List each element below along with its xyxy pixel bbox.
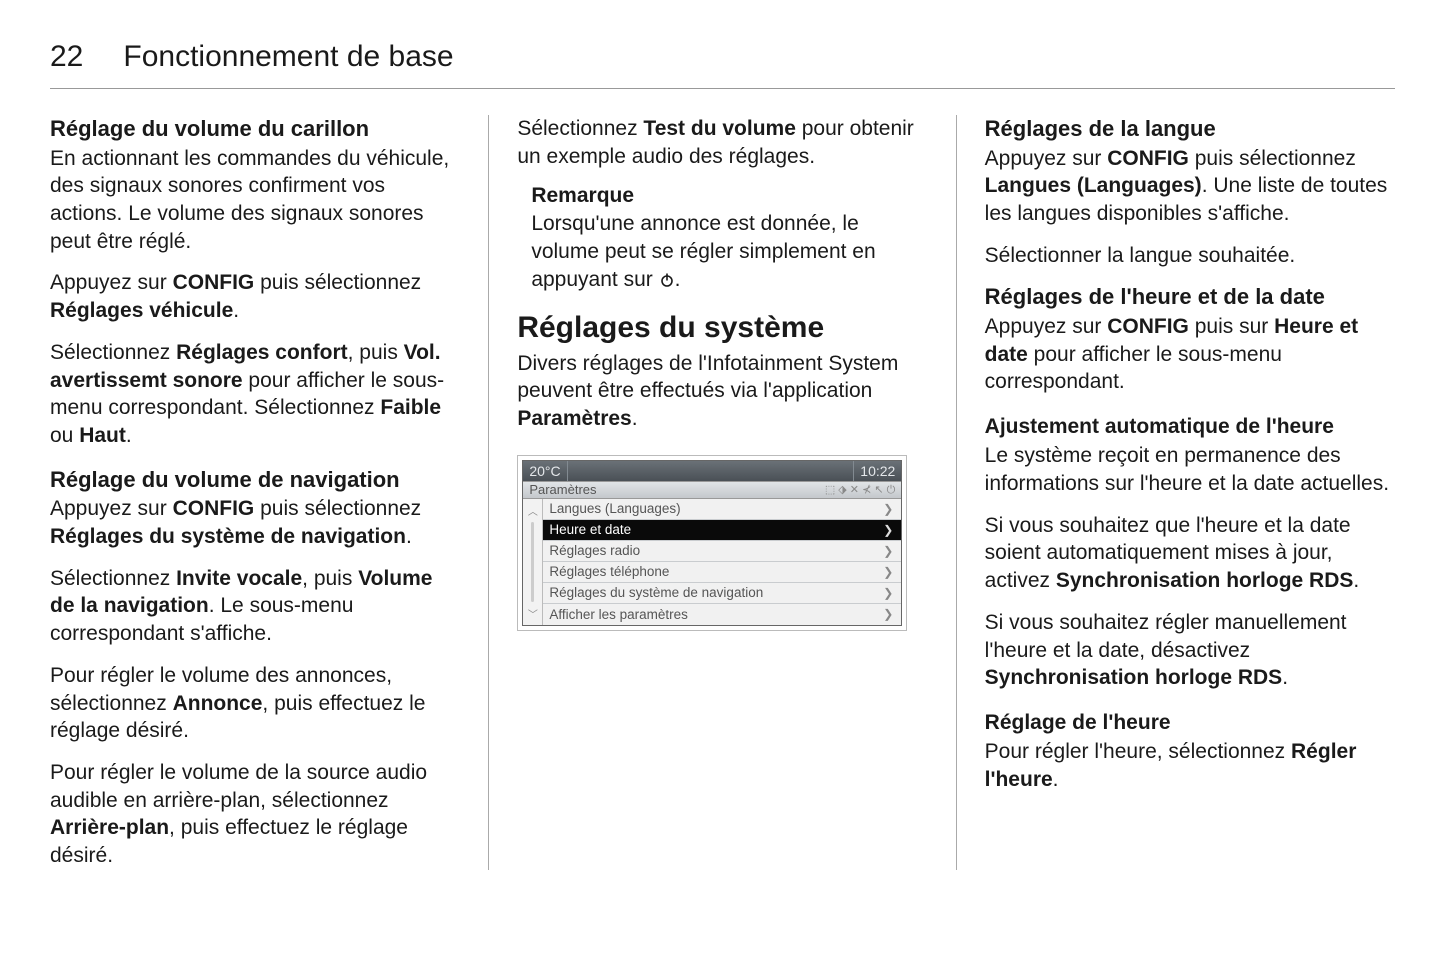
breadcrumb-label: Paramètres: [529, 482, 596, 497]
infotainment-display: 20°C 10:22 Paramètres ⬚ ⬗ ✕ ⊀ ↖ ⏻ ︿ ﹀ La…: [522, 460, 902, 626]
chevron-right-icon: ❯: [883, 586, 893, 600]
scroll-up-icon[interactable]: ︿: [528, 503, 538, 518]
menu-item[interactable]: Afficher les paramètres ❯: [543, 604, 901, 625]
menu-item-label: Langues (Languages): [549, 501, 680, 516]
scroll-track: [531, 522, 534, 602]
chevron-right-icon: ❯: [883, 607, 893, 621]
para: Pour régler le volume de la source audio…: [50, 759, 460, 870]
note-block: Remarque Lorsqu'une annonce est donnée, …: [517, 184, 927, 295]
menu-item[interactable]: Langues (Languages) ❯: [543, 499, 901, 520]
para: Pour régler le volume des annonces, séle…: [50, 662, 460, 745]
para: Pour régler l'heure, sélectionnez Régler…: [985, 738, 1395, 793]
menu-item[interactable]: Réglages radio ❯: [543, 541, 901, 562]
para: Appuyez sur CONFIG puis sélectionnez Rég…: [50, 269, 460, 324]
infotainment-screenshot: 20°C 10:22 Paramètres ⬚ ⬗ ✕ ⊀ ↖ ⏻ ︿ ﹀ La…: [517, 455, 907, 631]
para: Sélectionner la langue souhaitée.: [985, 242, 1395, 270]
content-columns: Réglage du volume du carillon En actionn…: [50, 115, 1395, 870]
display-topbar: 20°C 10:22: [523, 461, 901, 481]
note-body: Lorsqu'une annonce est donnée, le volume…: [531, 210, 927, 295]
display-topbar-spacer: [568, 461, 855, 481]
display-scrollbar[interactable]: ︿ ﹀: [523, 499, 543, 625]
heading-set-time: Réglage de l'heure: [985, 710, 1395, 736]
heading-language-settings: Réglages de la langue: [985, 115, 1395, 143]
menu-item-label: Réglages téléphone: [549, 564, 669, 579]
scroll-down-icon[interactable]: ﹀: [528, 606, 538, 621]
menu-item-label: Réglages du système de navigation: [549, 585, 763, 600]
menu-item[interactable]: Réglages du système de navigation ❯: [543, 583, 901, 604]
heading-chime-volume: Réglage du volume du carillon: [50, 115, 460, 143]
chevron-right-icon: ❯: [883, 502, 893, 516]
power-icon: [659, 268, 675, 296]
chevron-right-icon: ❯: [883, 544, 893, 558]
heading-auto-time-adjust: Ajustement automatique de l'heure: [985, 414, 1395, 440]
heading-time-date-settings: Réglages de l'heure et de la date: [985, 283, 1395, 311]
para: Sélectionnez Réglages confort, puis Vol.…: [50, 339, 460, 450]
display-breadcrumb: Paramètres ⬚ ⬗ ✕ ⊀ ↖ ⏻: [523, 481, 901, 499]
menu-item[interactable]: Réglages téléphone ❯: [543, 562, 901, 583]
column-3: Réglages de la langue Appuyez sur CONFIG…: [956, 115, 1395, 870]
para: Divers réglages de l'Infotainment System…: [517, 350, 927, 433]
chevron-right-icon: ❯: [883, 523, 893, 537]
note-title: Remarque: [531, 184, 927, 208]
menu-item[interactable]: Heure et date ❯: [543, 520, 901, 541]
menu-item-label: Réglages radio: [549, 543, 640, 558]
display-menu-list: Langues (Languages)❯Heure et date❯Réglag…: [543, 499, 901, 625]
menu-item-label: Afficher les paramètres: [549, 607, 688, 622]
page-number: 22: [50, 40, 83, 74]
status-icons: ⬚ ⬗ ✕ ⊀ ↖ ⏻: [825, 483, 896, 497]
chevron-right-icon: ❯: [883, 565, 893, 579]
menu-item-label: Heure et date: [549, 522, 631, 537]
para: Si vous souhaitez régler manuellement l'…: [985, 609, 1395, 692]
para: Sélectionnez Test du volume pour obtenir…: [517, 115, 927, 170]
page-title: Fonctionnement de base: [123, 40, 453, 74]
para: Sélectionnez Invite vocale, puis Volume …: [50, 565, 460, 648]
para: Appuyez sur CONFIG puis sélectionnez Lan…: [985, 145, 1395, 228]
column-1: Réglage du volume du carillon En actionn…: [50, 115, 488, 870]
para: Appuyez sur CONFIG puis sélectionnez Rég…: [50, 495, 460, 550]
display-body: ︿ ﹀ Langues (Languages)❯Heure et date❯Ré…: [523, 499, 901, 625]
para: Si vous souhaitez que l'heure et la date…: [985, 512, 1395, 595]
heading-nav-volume: Réglage du volume de navigation: [50, 466, 460, 494]
display-temperature: 20°C: [523, 461, 567, 481]
para: En actionnant les commandes du véhicule,…: [50, 145, 460, 256]
display-time: 10:22: [854, 463, 901, 479]
para: Le système reçoit en permanence des info…: [985, 442, 1395, 497]
column-2: Sélectionnez Test du volume pour obtenir…: [488, 115, 955, 870]
page-header: 22 Fonctionnement de base: [50, 40, 1395, 89]
heading-system-settings: Réglages du système: [517, 310, 927, 346]
para: Appuyez sur CONFIG puis sur Heure et dat…: [985, 313, 1395, 396]
